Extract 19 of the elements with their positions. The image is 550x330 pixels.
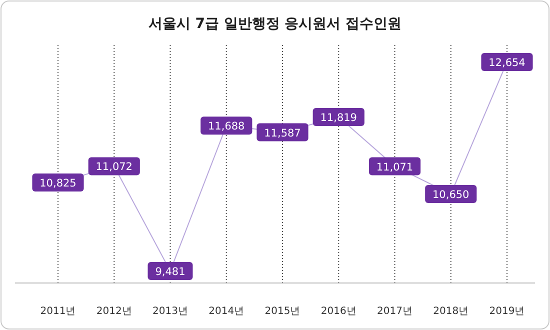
data-label: 10,650 (432, 189, 470, 201)
x-tick-label: 2018년 (433, 306, 469, 317)
data-label: 12,654 (488, 57, 526, 69)
x-tick-label: 2017년 (377, 306, 412, 317)
x-tick-label: 2014년 (208, 306, 244, 317)
data-label: 11,587 (264, 127, 301, 140)
data-label: 10,825 (40, 177, 76, 190)
x-tick-label: 2011년 (40, 306, 76, 317)
data-label: 11,072 (96, 161, 132, 174)
data-label: 11,071 (376, 161, 414, 174)
data-label: 9,481 (155, 266, 186, 278)
x-tick-label: 2019년 (489, 306, 525, 317)
x-tick-label: 2012년 (96, 306, 132, 317)
data-label: 11,819 (320, 112, 357, 124)
x-tick-label: 2013년 (152, 306, 188, 317)
x-tick-label: 2015년 (264, 306, 300, 317)
x-tick-label: 2016년 (320, 306, 356, 317)
chart-title: 서울시 7급 일반행정 응시원서 접수인원 (148, 16, 402, 32)
data-label: 11,688 (208, 120, 245, 133)
